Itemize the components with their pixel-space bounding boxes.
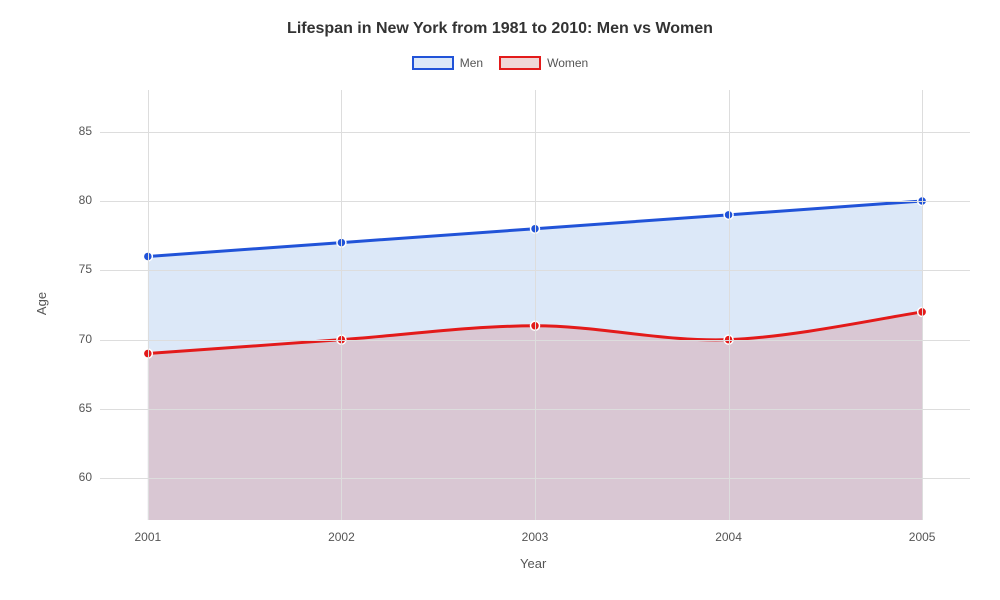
y-tick-label: 85 <box>62 124 92 138</box>
gridline-v <box>148 90 149 520</box>
legend-swatch-women <box>499 56 541 70</box>
legend-item-women: Women <box>499 56 588 70</box>
chart-title: Lifespan in New York from 1981 to 2010: … <box>0 20 1000 38</box>
chart-legend: Men Women <box>0 56 1000 70</box>
x-tick-label: 2001 <box>123 530 173 544</box>
gridline-v <box>729 90 730 520</box>
gridline-v <box>341 90 342 520</box>
legend-label-men: Men <box>460 56 483 70</box>
x-tick-label: 2004 <box>704 530 754 544</box>
x-tick-label: 2002 <box>316 530 366 544</box>
gridline-v <box>535 90 536 520</box>
x-axis-label: Year <box>520 556 546 571</box>
legend-label-women: Women <box>547 56 588 70</box>
legend-item-men: Men <box>412 56 483 70</box>
plot-area <box>100 90 970 520</box>
y-axis-label: Age <box>34 292 49 315</box>
y-tick-label: 65 <box>62 401 92 415</box>
y-tick-label: 60 <box>62 470 92 484</box>
x-tick-label: 2005 <box>897 530 947 544</box>
x-tick-label: 2003 <box>510 530 560 544</box>
gridline-v <box>922 90 923 520</box>
y-tick-label: 80 <box>62 193 92 207</box>
y-tick-label: 70 <box>62 332 92 346</box>
y-tick-label: 75 <box>62 262 92 276</box>
legend-swatch-men <box>412 56 454 70</box>
